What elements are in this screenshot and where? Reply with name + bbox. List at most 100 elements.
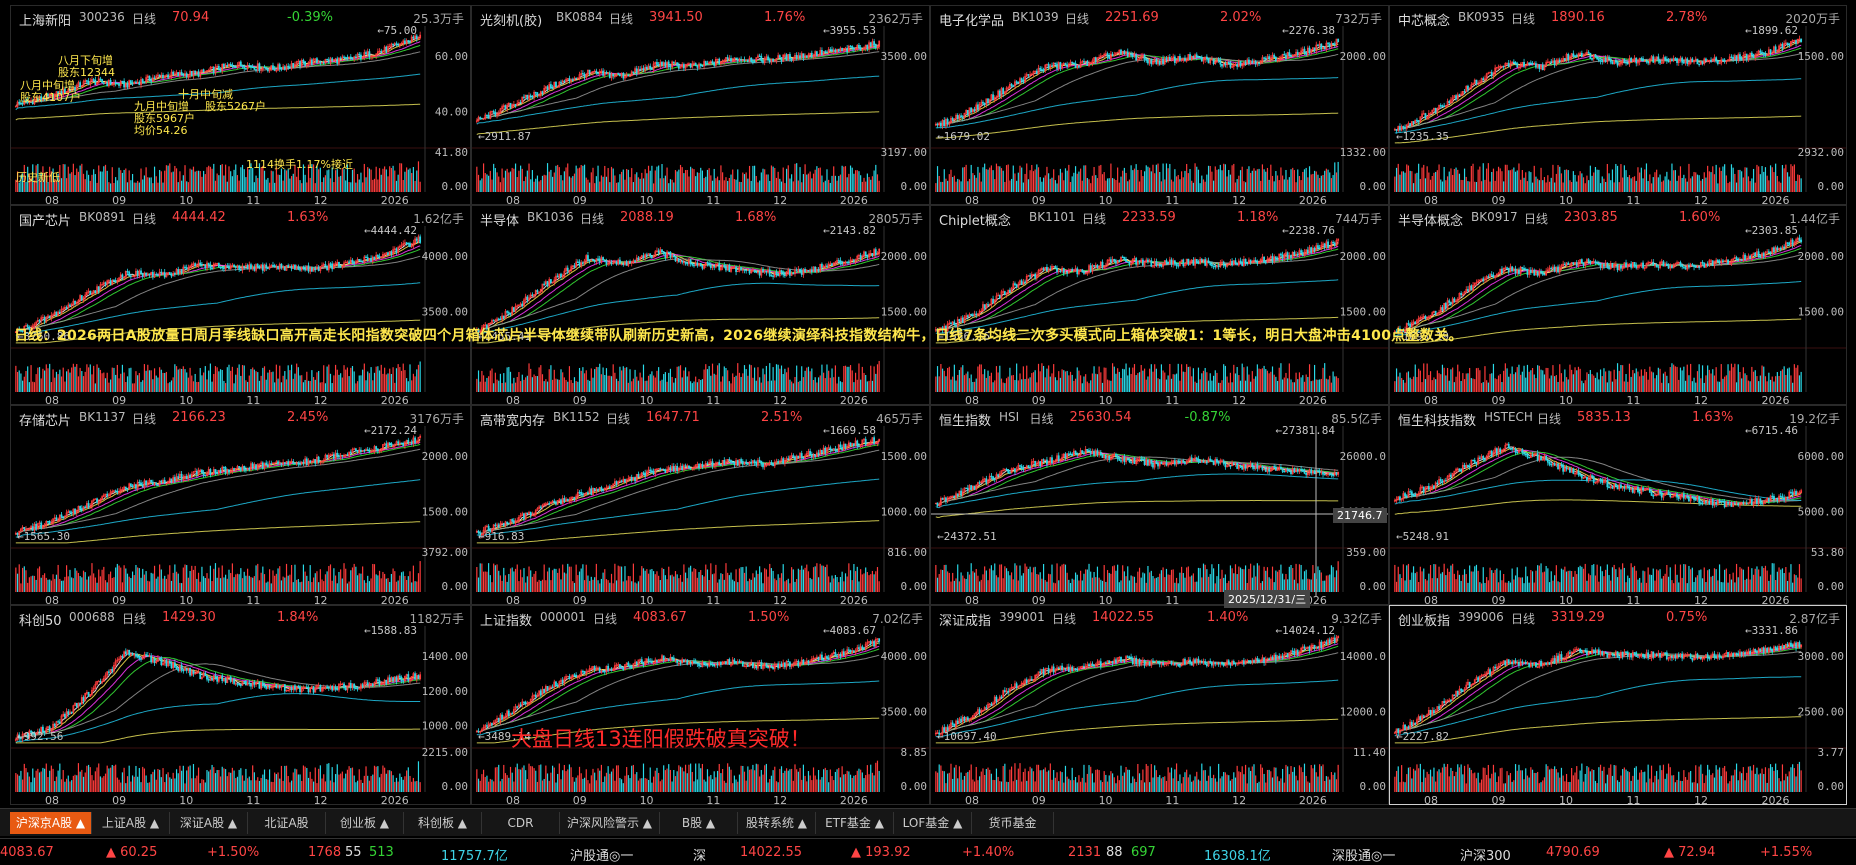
panel-volume: 3176万手: [409, 412, 464, 426]
price-axis-label: 4000.00: [881, 650, 927, 663]
low-label: ←24372.51: [937, 530, 997, 543]
price-axis-label: 3000.00: [1798, 650, 1844, 663]
chart-panel[interactable]: 国产芯片 BK0891 日线 4444.42 1.63% 1.62亿手 4000.00 350…: [10, 205, 471, 405]
month-label: 2026: [1299, 394, 1327, 405]
hgt-link[interactable]: 沪股通◎一: [570, 849, 634, 864]
chart-panel[interactable]: 创业板指 399006 日线 3319.29 0.75% 2.87亿手 3000.00 250…: [1389, 605, 1847, 805]
sh-index-change: ▲ 60.25: [106, 845, 158, 860]
month-label: 11: [1165, 594, 1179, 605]
panel-name: 存储芯片: [19, 414, 72, 429]
month-label: 10: [640, 794, 654, 805]
month-label: 08: [965, 594, 979, 605]
sz-index-price: 14022.55: [740, 845, 803, 860]
month-label: 12: [773, 394, 787, 405]
month-label: 12: [314, 594, 328, 605]
panel-name: Chiplet概念: [939, 214, 1011, 229]
chart-panel[interactable]: Chiplet概念 BK1101 日线 2233.59 1.18% 744万手 2000.0…: [930, 205, 1389, 405]
market-tab[interactable]: 沪深风险警示 ▲: [560, 812, 660, 834]
high-label: ←2143.82: [823, 224, 876, 237]
chart-panel[interactable]: 深证成指 399001 日线 14022.55 1.40% 9.32亿手 14000.0 12…: [930, 605, 1389, 805]
month-label: 12: [314, 194, 328, 205]
panel-pct: -0.87%: [1184, 410, 1231, 425]
panel-name: 科创50: [19, 614, 62, 629]
chart-panel[interactable]: 光刻机(胶) BK0884 日线 3941.50 1.76% 2362万手 3500.00 3…: [471, 5, 930, 205]
sz-amount: 16308.1亿: [1204, 849, 1271, 864]
chart-panel[interactable]: 电子化学品 BK1039 日线 2251.69 2.02% 732万手 2000.00 133…: [930, 5, 1389, 205]
price-axis-label: 40.00: [435, 105, 468, 118]
month-label: 12: [773, 194, 787, 205]
market-tab[interactable]: ETF基金 ▲: [816, 812, 894, 834]
panel-volume: 2805万手: [868, 212, 923, 226]
market-tab[interactable]: LOF基金 ▲: [894, 812, 972, 834]
annotation-note: 十月中旬减: [178, 88, 233, 101]
panel-pct: 0.75%: [1666, 610, 1708, 625]
market-tab[interactable]: 创业板 ▲: [326, 812, 404, 834]
panel-price: 1890.16: [1551, 10, 1605, 25]
volume-axis-label: 1332.00: [1340, 146, 1386, 159]
panel-price: 2303.85: [1564, 210, 1618, 225]
panel-code: 399001: [999, 610, 1045, 624]
chart-panel[interactable]: 恒生科技指数 HSTECH 日线 5835.13 1.63% 19.2亿手 6000.00 5…: [1389, 405, 1847, 605]
month-label: 11: [1627, 794, 1641, 805]
hs300-price: 4790.69: [1546, 845, 1600, 860]
market-tab[interactable]: 深证A股 ▲: [170, 812, 248, 834]
sh-index-price: 4083.67: [0, 845, 54, 860]
volume-axis-label: 0.00: [442, 780, 469, 793]
volume-axis-label: 53.80: [1811, 546, 1844, 559]
price-axis-label: 2500.00: [1798, 705, 1844, 718]
volume-axis-label: 0.00: [1360, 780, 1387, 793]
panel-name: 半导体: [480, 214, 520, 229]
chart-panel[interactable]: 半导体概念 BK0917 日线 2303.85 1.60% 1.44亿手 2000.00 15…: [1389, 205, 1847, 405]
market-tab[interactable]: 股转系统 ▲: [738, 812, 816, 834]
candlestick-chart: 60.00 40.00 41.80 0.00 ←75.00 08 09 10 11 12 2026: [11, 24, 470, 205]
month-label: 11: [246, 794, 260, 805]
market-tab[interactable]: 北证A股: [248, 812, 326, 834]
chart-panel[interactable]: 存储芯片 BK1137 日线 2166.23 2.45% 3176万手 2000.00 150…: [10, 405, 471, 605]
market-tab[interactable]: B股 ▲: [660, 812, 738, 834]
chart-panel[interactable]: 半导体 BK1036 日线 2088.19 1.68% 2805万手 2000.00 1500…: [471, 205, 930, 405]
panel-code: 000001: [540, 610, 586, 624]
month-label: 11: [1165, 394, 1179, 405]
panel-price: 2166.23: [172, 410, 226, 425]
month-label: 2026: [840, 794, 868, 805]
panel-volume: 7.02亿手: [872, 612, 923, 626]
month-label: 10: [179, 594, 193, 605]
chart-panel[interactable]: 恒生指数HSI日线25630.54-0.87%85.5亿手26000.02400…: [930, 405, 1389, 605]
sgt-link[interactable]: 深股通◎一: [1332, 849, 1396, 864]
panel-period: 日线: [1065, 12, 1090, 26]
panel-volume: 1182万手: [409, 612, 464, 626]
chart-panel[interactable]: 科创50 000688 日线 1429.30 1.84% 1182万手 1400.00 120…: [10, 605, 471, 805]
chart-panel[interactable]: 高带宽内存 BK1152 日线 1647.71 2.51% 465万手 1500.00 100…: [471, 405, 930, 605]
month-label: 11: [706, 394, 720, 405]
chart-panel[interactable]: 中芯概念 BK0935 日线 1890.16 2.78% 2020万手 1500.00 293…: [1389, 5, 1847, 205]
market-tab[interactable]: 货币基金: [972, 812, 1054, 834]
volume-axis-label: 2215.00: [422, 746, 468, 759]
panel-period: 日线: [1511, 612, 1536, 626]
panel-price: 25630.54: [1069, 410, 1132, 425]
month-label: 2026: [840, 194, 868, 205]
panel-name: 光刻机(胶): [480, 14, 543, 29]
price-axis-label: 3500.00: [881, 50, 927, 63]
month-label: 10: [640, 194, 654, 205]
panel-price: 2233.59: [1122, 210, 1176, 225]
candlestick-chart: 2000.00 1500.00 ←2238.76 ←1556.16 08 09 10 11 12…: [931, 224, 1388, 405]
month-label: 09: [1032, 594, 1046, 605]
month-label: 2026: [840, 394, 868, 405]
month-label: 12: [1232, 394, 1246, 405]
market-tab[interactable]: CDR: [482, 812, 560, 834]
volume-axis-label: 0.00: [901, 580, 928, 593]
market-tab[interactable]: 科创板 ▲: [404, 812, 482, 834]
price-axis-label: 1500.00: [422, 505, 468, 518]
low-label: ←1565.30: [17, 530, 70, 543]
price-axis-label: 1000.00: [881, 505, 927, 518]
panel-header: 恒生指数 HSI 日线 25630.54 -0.87% 85.5亿手: [935, 408, 1384, 429]
panel-period: 日线: [606, 412, 631, 426]
month-label: 12: [1694, 594, 1708, 605]
high-label: ←1588.83: [364, 624, 417, 637]
chart-panel[interactable]: 上证指数 000001 日线 4083.67 1.50% 7.02亿手 4000.00 350…: [471, 605, 930, 805]
market-tab[interactable]: 上证A股 ▲: [92, 812, 170, 834]
market-tab[interactable]: 沪深京A股 ▲: [10, 812, 92, 834]
chart-panel[interactable]: 上海新阳 300236 日线 70.94 -0.39% 25.3万手 60.00 40.00 4…: [10, 5, 471, 205]
volume-axis-label: 816.00: [887, 546, 927, 559]
panel-code: BK1101: [1029, 210, 1076, 224]
